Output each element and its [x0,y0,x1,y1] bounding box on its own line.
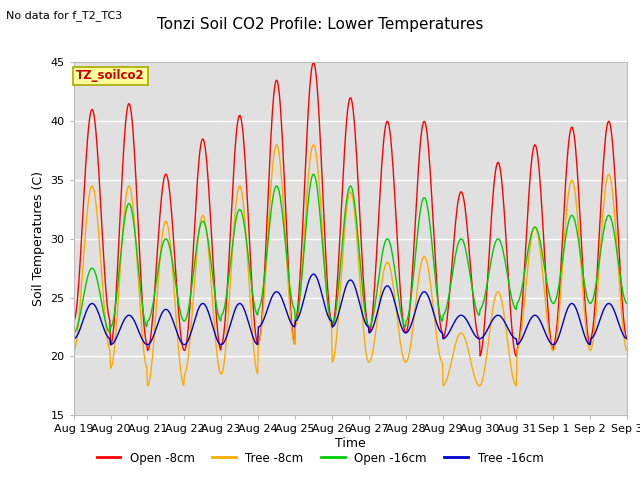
Text: Tonzi Soil CO2 Profile: Lower Temperatures: Tonzi Soil CO2 Profile: Lower Temperatur… [157,17,483,32]
Text: No data for f_T2_TC3: No data for f_T2_TC3 [6,10,123,21]
Text: TZ_soilco2: TZ_soilco2 [76,70,145,83]
X-axis label: Time: Time [335,437,366,450]
Y-axis label: Soil Temperatures (C): Soil Temperatures (C) [32,171,45,306]
Legend: Open -8cm, Tree -8cm, Open -16cm, Tree -16cm: Open -8cm, Tree -8cm, Open -16cm, Tree -… [92,447,548,469]
